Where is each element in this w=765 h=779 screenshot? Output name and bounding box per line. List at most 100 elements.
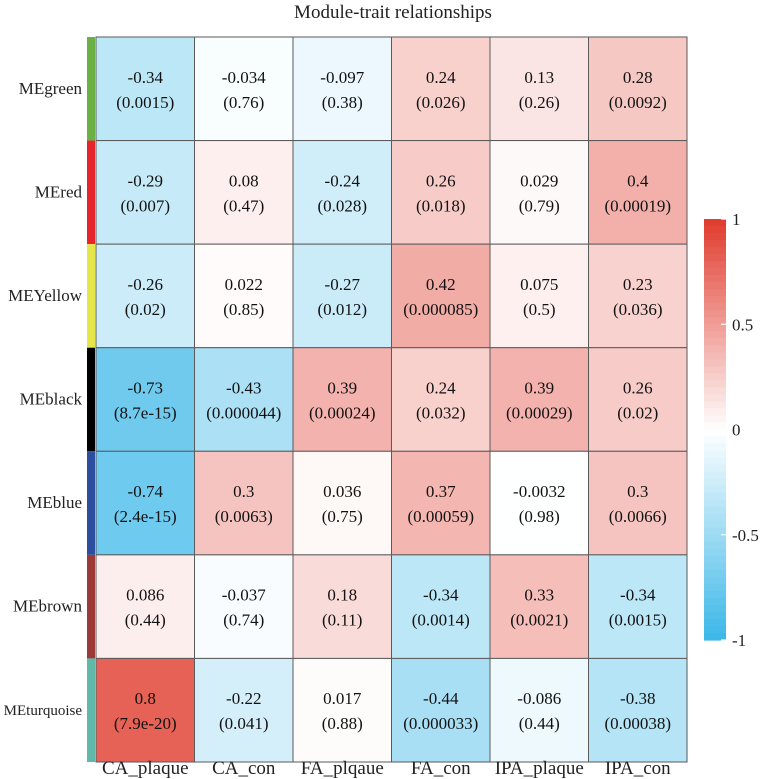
colorbar-segment xyxy=(704,415,726,424)
colorbar-segment xyxy=(704,226,726,234)
colorbar-segment xyxy=(704,492,726,501)
cell-pvalue-label: (0.000085) xyxy=(403,300,478,319)
heatmap-cell xyxy=(588,140,688,245)
colorbar-segment xyxy=(704,352,726,360)
cell-pvalue-label: (0.11) xyxy=(322,611,362,630)
cell-correlation-label: 0.28 xyxy=(623,68,653,87)
cell-correlation-label: 0.8 xyxy=(135,689,156,708)
cell-pvalue-label: (0.028) xyxy=(317,196,367,215)
heatmap-cell xyxy=(292,243,392,349)
heatmap-cell xyxy=(194,243,294,349)
heatmap-cell xyxy=(292,554,392,659)
cell-correlation-label: 0.3 xyxy=(233,482,254,501)
colorbar-segment xyxy=(704,338,726,346)
heatmap-cell xyxy=(194,657,294,763)
cell-pvalue-label: (0.26) xyxy=(519,93,560,112)
heatmap-cell xyxy=(489,450,589,556)
heatmap-cell xyxy=(194,140,294,245)
cell-correlation-label: 0.39 xyxy=(524,379,554,398)
heatmap-cell xyxy=(194,347,294,452)
row-color-bar-MEred xyxy=(87,140,95,245)
cell-correlation-label: -0.086 xyxy=(517,689,561,708)
colorbar-segment xyxy=(704,471,726,480)
colorbar-segment xyxy=(704,597,726,606)
heatmap-cell xyxy=(588,243,688,349)
colorbar-segment xyxy=(704,282,726,290)
heatmap-cell xyxy=(391,243,491,349)
colorbar-segment xyxy=(704,576,726,585)
cell-correlation-label: 0.26 xyxy=(426,171,456,190)
heatmap-cell xyxy=(588,347,688,452)
heatmap-cell xyxy=(95,554,195,659)
heatmap-cell xyxy=(292,450,392,556)
heatmap-cell xyxy=(194,36,294,142)
cell-pvalue-label: (0.88) xyxy=(322,714,363,733)
colorbar-segment xyxy=(704,555,726,564)
cell-correlation-label: 0.13 xyxy=(524,68,554,87)
row-color-bar-MEgreen xyxy=(87,37,95,141)
cell-pvalue-label: (0.00059) xyxy=(407,507,474,526)
cell-correlation-label: 0.39 xyxy=(327,379,357,398)
colorbar-segment xyxy=(704,331,726,339)
cell-correlation-label: 0.3 xyxy=(627,482,648,501)
heatmap-cell xyxy=(95,140,195,245)
cell-correlation-label: 0.017 xyxy=(323,689,362,708)
colorbar-segment xyxy=(704,401,726,410)
cell-correlation-label: 0.022 xyxy=(225,275,263,294)
row-label: MEblue xyxy=(27,493,82,512)
heatmap-cell xyxy=(95,36,195,142)
column-label: FA_con xyxy=(411,758,471,779)
heatmap-cell xyxy=(95,657,195,763)
cell-pvalue-label: (0.74) xyxy=(223,611,264,630)
colorbar-segment xyxy=(704,611,726,620)
chart-title: Module-trait relationships xyxy=(294,2,492,23)
colorbar-segment xyxy=(704,436,726,445)
cell-correlation-label: -0.43 xyxy=(226,379,261,398)
cell-correlation-label: -0.44 xyxy=(423,689,459,708)
colorbar-tick-label: -0.5 xyxy=(732,526,759,545)
cell-correlation-label: -0.097 xyxy=(320,68,364,87)
colorbar-segment xyxy=(704,604,726,613)
heatmap-cell xyxy=(489,657,589,763)
cell-pvalue-label: (0.02) xyxy=(617,404,658,423)
colorbar-segment xyxy=(704,345,726,353)
cell-correlation-label: 0.036 xyxy=(323,482,361,501)
row-color-bar-MEturquoise xyxy=(87,658,95,762)
cell-pvalue-label: (0.026) xyxy=(416,93,466,112)
heatmap-cell xyxy=(292,657,392,763)
cell-pvalue-label: (0.76) xyxy=(223,93,264,112)
cell-correlation-label: 0.26 xyxy=(623,379,653,398)
column-label: IPA_con xyxy=(605,758,671,779)
heatmap-cell xyxy=(391,554,491,659)
column-label: CA_plaque xyxy=(102,758,189,779)
cell-pvalue-label: (8.7e-15) xyxy=(114,404,177,423)
row-color-bar-MEblack xyxy=(87,347,95,452)
colorbar-segment xyxy=(704,408,726,417)
colorbar-tick-label: 0.5 xyxy=(732,315,753,334)
heatmap-cell xyxy=(588,450,688,556)
cell-correlation-label: -0.38 xyxy=(620,689,655,708)
colorbar-segment xyxy=(704,317,726,325)
colorbar-segment xyxy=(704,359,726,367)
row-label: MEYellow xyxy=(8,286,83,305)
cell-pvalue-label: (0.0014) xyxy=(412,611,470,630)
cell-correlation-label: 0.029 xyxy=(520,171,558,190)
colorbar-segment xyxy=(704,485,726,494)
cell-correlation-label: -0.26 xyxy=(128,275,163,294)
cell-pvalue-label: (0.0092) xyxy=(609,93,667,112)
row-label: MEgreen xyxy=(19,79,83,98)
colorbar-segment xyxy=(704,289,726,297)
cell-pvalue-label: (0.041) xyxy=(219,714,269,733)
colorbar-segment xyxy=(704,527,726,536)
cell-pvalue-label: (0.036) xyxy=(613,300,663,319)
cell-pvalue-label: (0.00024) xyxy=(309,404,376,423)
row-label: MEturquoise xyxy=(4,703,83,719)
colorbar-segment xyxy=(704,219,726,227)
cell-pvalue-label: (0.00038) xyxy=(604,714,671,733)
cell-pvalue-label: (0.79) xyxy=(519,196,560,215)
colorbar-segment xyxy=(704,569,726,578)
colorbar-tick-label: -1 xyxy=(732,631,746,650)
cell-pvalue-label: (0.02) xyxy=(125,300,166,319)
row-color-bar-MEblue xyxy=(87,451,95,555)
